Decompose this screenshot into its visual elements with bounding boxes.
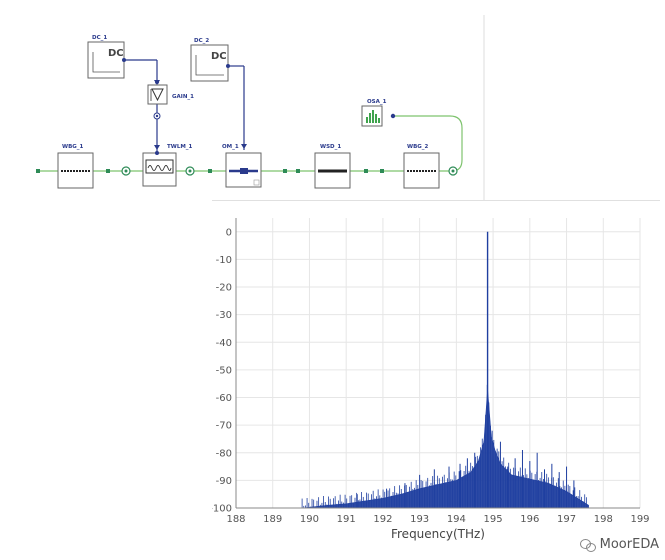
gain-block[interactable]: GAIN_1 [147, 80, 194, 120]
y-tick-label: -40 [216, 338, 232, 349]
dc1-symbol-text: DC [108, 48, 124, 59]
x-tick-label: 190 [300, 514, 319, 525]
optical-spectrum-analyzer[interactable]: OSA_1 [361, 99, 396, 127]
envelope-area [302, 389, 589, 509]
x-tick-label: 191 [337, 514, 356, 525]
y-tick-label: -60 [216, 393, 232, 404]
y-tick-label: -50 [216, 365, 232, 376]
y-tick-label: 0 [226, 227, 232, 238]
spectrum-envelope [301, 384, 589, 509]
x-tick-label: 189 [263, 514, 282, 525]
y-tick-labels: 0 -10 -20 -30 -40 -50 -60 -70 -80 -90 -100 [212, 227, 232, 514]
dc2-label: DC_2 [194, 38, 209, 44]
wechat-icon [579, 538, 596, 552]
x-tick-label: 195 [484, 514, 503, 525]
x-axis-label: Frequency(THz) [391, 527, 485, 541]
y-tick-label: -80 [216, 448, 232, 459]
y-tick-label: -90 [216, 476, 232, 487]
x-tick-label: 197 [557, 514, 576, 525]
spectrum-chart: 0-10-20-30-40-50-60-70-80-90-100 1881891… [212, 200, 660, 541]
wbg-filter-1[interactable]: WBG_1 [57, 144, 94, 189]
x-tick-label: 188 [226, 514, 245, 525]
x-tick-label: 194 [447, 514, 466, 525]
spectrum-spurs [356, 441, 575, 508]
wire-arrow [241, 144, 247, 149]
x-tick-labels: 188 189 190 191 192 193 194 195 196 197 198 199 [226, 514, 649, 525]
wsd-element[interactable]: WSD_1 [314, 144, 351, 189]
y-tick-label: -100 [212, 504, 232, 515]
y-tick-label: -20 [216, 283, 232, 294]
x-tick-label: 199 [630, 514, 649, 525]
osa1-label: OSA_1 [367, 99, 387, 105]
x-tick-label: 196 [520, 514, 539, 525]
twlm1-label: TWLM_1 [167, 144, 193, 150]
x-tick-label: 193 [410, 514, 429, 525]
y-tick-label: -70 [216, 421, 232, 432]
optical-modulator[interactable]: OM_1 [222, 144, 262, 188]
dc-source-2[interactable]: DC_2 DC [190, 38, 230, 82]
twlm-laser[interactable]: TWLM_1 [142, 144, 193, 187]
dc1-label: DC_1 [92, 35, 107, 41]
y-tick-label: -10 [216, 255, 232, 266]
gain1-label: GAIN_1 [172, 94, 194, 100]
x-tick-label: 192 [373, 514, 392, 525]
dc2-symbol-text: DC [211, 51, 227, 62]
simulation-schematic: DC_1 DC DC_2 DC GAIN_1 TWLM_1 OM_1 [36, 15, 485, 200]
watermark-text: MoorEDA [599, 537, 659, 552]
wsd1-label: WSD_1 [320, 144, 341, 150]
wire-arrow [154, 145, 160, 150]
wbg1-label: WBG_1 [62, 144, 84, 150]
chart-axes [235, 218, 640, 509]
dc-source-1[interactable]: DC_1 DC [87, 35, 126, 79]
port-connectors [36, 166, 458, 176]
om1-label: OM_1 [222, 144, 239, 150]
chart-grid [235, 218, 641, 509]
watermark: MoorEDA [579, 537, 659, 552]
wbg2-label: WBG_2 [407, 144, 429, 150]
y-tick-label: -30 [216, 310, 232, 321]
wbg-filter-2[interactable]: WBG_2 [403, 144, 440, 189]
x-tick-label: 198 [594, 514, 613, 525]
